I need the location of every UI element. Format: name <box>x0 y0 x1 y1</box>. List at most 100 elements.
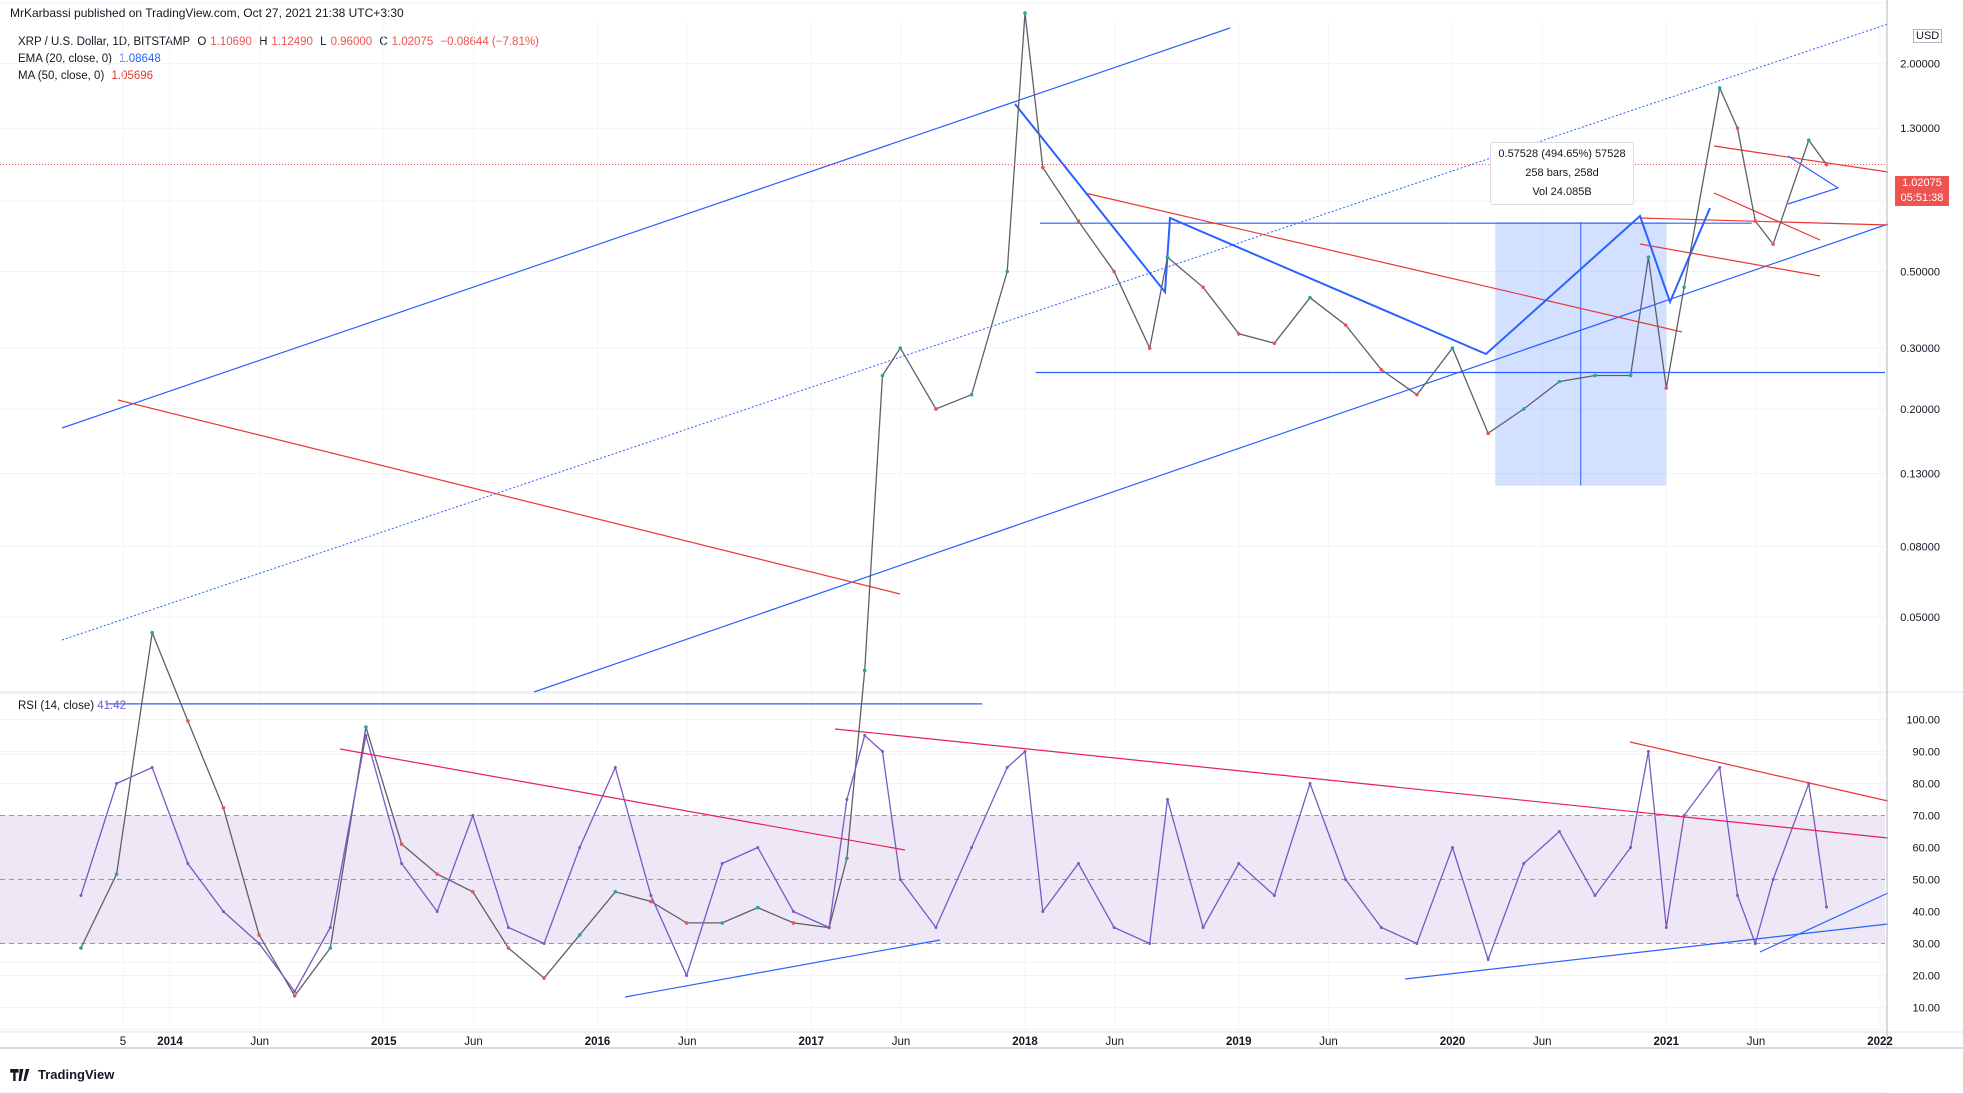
rsi-point <box>1825 905 1829 909</box>
rsi-point <box>1718 766 1722 769</box>
rsi-point <box>1646 750 1650 753</box>
tradingview-logo[interactable]: TradingView <box>10 1067 114 1082</box>
price-point <box>880 373 885 378</box>
rsi-point <box>1736 894 1739 897</box>
ema-value: 1.08648 <box>119 53 161 65</box>
rsi-point <box>1005 766 1009 769</box>
ma-label[interactable]: MA (50, close, 0) <box>18 70 105 82</box>
price-tick-label: 0.13000 <box>1900 469 1940 481</box>
rsi-point <box>186 862 190 865</box>
rsi-point <box>685 974 689 977</box>
rsi-tick-label: 40.00 <box>1912 907 1940 919</box>
time-tick-label: 2016 <box>585 1036 611 1048</box>
close-value: 1.02075 <box>391 36 434 48</box>
time-tick-label: Jun <box>678 1036 697 1048</box>
price-point <box>649 899 653 904</box>
rsi-point <box>845 798 849 801</box>
rsi-point <box>1557 830 1561 833</box>
price-point <box>1806 138 1811 143</box>
price-point <box>292 993 297 998</box>
rsi-point <box>471 814 475 817</box>
rsi-trendline <box>339 748 906 851</box>
price-point <box>79 946 83 950</box>
rsi-tick-label: 50.00 <box>1912 875 1940 887</box>
price-tick-label: 0.30000 <box>1900 343 1940 355</box>
time-tick-label: 2014 <box>157 1036 183 1048</box>
price-point <box>1415 392 1419 397</box>
rsi-point <box>863 734 867 737</box>
price-point <box>1076 219 1081 223</box>
rsi-label[interactable]: RSI (14, close) <box>18 700 95 712</box>
price-point <box>399 842 404 846</box>
rsi-point <box>435 910 439 913</box>
price-point <box>1753 219 1758 223</box>
price-point <box>150 630 154 635</box>
rsi-tick-label: 80.00 <box>1912 779 1940 791</box>
measure-change: 0.57528 (494.65%) 57528 <box>1498 148 1626 160</box>
symbol-label[interactable]: XRP / U.S. Dollar, 1D, BITSTAMP <box>18 36 191 48</box>
zigzag-pattern <box>1014 103 1711 356</box>
price-point <box>471 889 475 894</box>
rsi-point <box>578 846 582 849</box>
measure-volume: Vol 24.085B <box>1532 186 1592 198</box>
price-point <box>1593 373 1597 378</box>
price-point <box>756 905 760 910</box>
price-point <box>1735 126 1740 130</box>
high-label: H <box>259 36 268 48</box>
rsi-point <box>1629 846 1633 849</box>
price-point <box>114 872 119 876</box>
rsi-point <box>1041 910 1045 913</box>
time-tick-label: Jun <box>1106 1036 1125 1048</box>
measure-bars: 258 bars, 258d <box>1525 167 1599 179</box>
publisher-header: MrKarbassi published on TradingView.com,… <box>10 6 404 20</box>
rsi-point <box>115 782 119 785</box>
rsi-point <box>827 926 831 929</box>
rsi-tick-label: 60.00 <box>1912 843 1940 855</box>
price-point <box>898 346 903 350</box>
rsi-point <box>1415 942 1419 945</box>
price-point <box>934 407 938 411</box>
price-point <box>186 719 190 723</box>
rsi-support-line <box>1759 892 1889 953</box>
countdown-tag: 05:51:38 <box>1895 191 1949 206</box>
price-point <box>1041 165 1045 170</box>
price-point <box>720 921 724 925</box>
price-point <box>1646 255 1651 260</box>
rsi-trendline <box>1629 741 1889 802</box>
red-trendline <box>1084 192 1683 333</box>
red-trendline <box>1639 243 1821 277</box>
rsi-point <box>881 750 884 753</box>
price-point <box>1628 373 1633 378</box>
price-point <box>862 668 867 673</box>
rsi-point <box>1023 750 1027 753</box>
rsi-point <box>79 894 83 897</box>
rsi-point <box>756 846 760 849</box>
rsi-tick-label: 20.00 <box>1912 971 1940 983</box>
time-tick-label: Jun <box>1747 1036 1766 1048</box>
rsi-support-line <box>624 939 941 998</box>
price-point <box>1557 379 1562 384</box>
price-point <box>1112 269 1116 274</box>
rsi-point <box>1379 926 1383 929</box>
price-series <box>0 11 1885 998</box>
price-point <box>542 976 546 980</box>
ema-label[interactable]: EMA (20, close, 0) <box>18 53 112 65</box>
price-tick-label: 2.00000 <box>1900 59 1940 71</box>
price-point <box>328 946 333 950</box>
rsi-point <box>542 942 546 945</box>
time-tick-label: 2020 <box>1440 1036 1466 1048</box>
currency-label[interactable]: USD <box>1913 29 1943 43</box>
rsi-point <box>1166 798 1169 801</box>
rsi-point <box>1272 894 1276 897</box>
price-point <box>257 933 261 937</box>
red-trendline <box>117 399 901 595</box>
rsi-support-line <box>1404 923 1889 980</box>
price-point <box>1236 332 1241 336</box>
channel-lower-line <box>533 223 1889 693</box>
rsi-point <box>293 990 297 993</box>
price-point <box>577 933 582 937</box>
price-point <box>1272 341 1277 346</box>
rsi-series <box>79 728 1889 998</box>
rsi-point <box>1593 894 1597 897</box>
